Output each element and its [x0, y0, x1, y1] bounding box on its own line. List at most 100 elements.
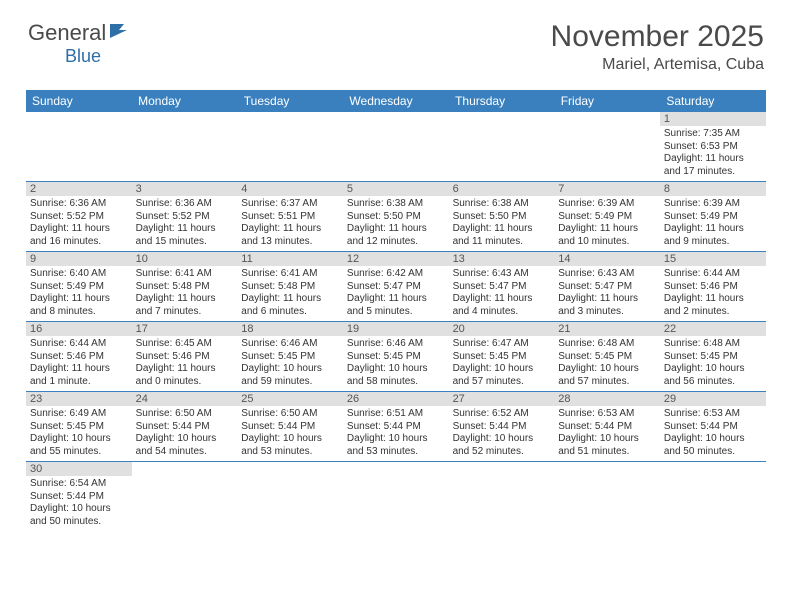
day-body: Sunrise: 6:39 AMSunset: 5:49 PMDaylight:…: [554, 196, 660, 251]
day-number: 3: [132, 182, 238, 196]
day-body: Sunrise: 6:43 AMSunset: 5:47 PMDaylight:…: [554, 266, 660, 321]
calendar-cell: 0: [554, 462, 660, 532]
calendar-cell: 5Sunrise: 6:38 AMSunset: 5:50 PMDaylight…: [343, 182, 449, 252]
day-number: 14: [554, 252, 660, 266]
calendar-cell: 0: [449, 112, 555, 182]
calendar-cell: 0: [449, 462, 555, 532]
day-body: Sunrise: 6:37 AMSunset: 5:51 PMDaylight:…: [237, 196, 343, 251]
day-number: 17: [132, 322, 238, 336]
day-body: Sunrise: 6:46 AMSunset: 5:45 PMDaylight:…: [343, 336, 449, 391]
calendar-cell: 9Sunrise: 6:40 AMSunset: 5:49 PMDaylight…: [26, 252, 132, 322]
weekday-header-row: SundayMondayTuesdayWednesdayThursdayFrid…: [26, 90, 766, 112]
day-number: 5: [343, 182, 449, 196]
logo-text-blue: Blue: [65, 46, 101, 66]
day-body: Sunrise: 6:45 AMSunset: 5:46 PMDaylight:…: [132, 336, 238, 391]
calendar-cell: 27Sunrise: 6:52 AMSunset: 5:44 PMDayligh…: [449, 392, 555, 462]
day-number: 10: [132, 252, 238, 266]
page-title: November 2025: [551, 20, 764, 54]
calendar-cell: 0: [343, 112, 449, 182]
weekday-header: Friday: [554, 90, 660, 112]
calendar-cell: 2Sunrise: 6:36 AMSunset: 5:52 PMDaylight…: [26, 182, 132, 252]
day-number: 11: [237, 252, 343, 266]
day-body: Sunrise: 6:44 AMSunset: 5:46 PMDaylight:…: [660, 266, 766, 321]
day-number: 28: [554, 392, 660, 406]
day-number: 25: [237, 392, 343, 406]
calendar-cell: 22Sunrise: 6:48 AMSunset: 5:45 PMDayligh…: [660, 322, 766, 392]
day-body: Sunrise: 6:51 AMSunset: 5:44 PMDaylight:…: [343, 406, 449, 461]
day-number: 12: [343, 252, 449, 266]
calendar-cell: 18Sunrise: 6:46 AMSunset: 5:45 PMDayligh…: [237, 322, 343, 392]
day-number: 2: [26, 182, 132, 196]
day-number: 15: [660, 252, 766, 266]
calendar-cell: 3Sunrise: 6:36 AMSunset: 5:52 PMDaylight…: [132, 182, 238, 252]
day-number: 9: [26, 252, 132, 266]
title-block: November 2025 Mariel, Artemisa, Cuba: [551, 20, 764, 74]
weekday-header: Saturday: [660, 90, 766, 112]
day-body: Sunrise: 6:40 AMSunset: 5:49 PMDaylight:…: [26, 266, 132, 321]
day-body: Sunrise: 6:41 AMSunset: 5:48 PMDaylight:…: [132, 266, 238, 321]
day-body: Sunrise: 6:50 AMSunset: 5:44 PMDaylight:…: [237, 406, 343, 461]
calendar-row: 0 0 0 0 0 0 1Sunrise: 7:35 AMSunset: 6:5…: [26, 112, 766, 182]
calendar-row: 30Sunrise: 6:54 AMSunset: 5:44 PMDayligh…: [26, 462, 766, 532]
day-body: Sunrise: 6:48 AMSunset: 5:45 PMDaylight:…: [554, 336, 660, 391]
calendar-cell: 30Sunrise: 6:54 AMSunset: 5:44 PMDayligh…: [26, 462, 132, 532]
day-number: 19: [343, 322, 449, 336]
calendar-cell: 0: [554, 112, 660, 182]
calendar-cell: 0: [660, 462, 766, 532]
calendar-cell: 17Sunrise: 6:45 AMSunset: 5:46 PMDayligh…: [132, 322, 238, 392]
day-body: Sunrise: 6:53 AMSunset: 5:44 PMDaylight:…: [554, 406, 660, 461]
day-number: 18: [237, 322, 343, 336]
calendar-cell: 23Sunrise: 6:49 AMSunset: 5:45 PMDayligh…: [26, 392, 132, 462]
calendar-cell: 14Sunrise: 6:43 AMSunset: 5:47 PMDayligh…: [554, 252, 660, 322]
day-body: Sunrise: 7:35 AMSunset: 6:53 PMDaylight:…: [660, 126, 766, 181]
calendar-cell: 29Sunrise: 6:53 AMSunset: 5:44 PMDayligh…: [660, 392, 766, 462]
calendar-cell: 26Sunrise: 6:51 AMSunset: 5:44 PMDayligh…: [343, 392, 449, 462]
logo: General Blue: [28, 20, 133, 46]
day-number: 26: [343, 392, 449, 406]
calendar-cell: 24Sunrise: 6:50 AMSunset: 5:44 PMDayligh…: [132, 392, 238, 462]
calendar-cell: 8Sunrise: 6:39 AMSunset: 5:49 PMDaylight…: [660, 182, 766, 252]
calendar-cell: 7Sunrise: 6:39 AMSunset: 5:49 PMDaylight…: [554, 182, 660, 252]
flag-icon: [109, 20, 133, 46]
day-number: 22: [660, 322, 766, 336]
day-body: Sunrise: 6:36 AMSunset: 5:52 PMDaylight:…: [132, 196, 238, 251]
day-number: 7: [554, 182, 660, 196]
day-body: Sunrise: 6:54 AMSunset: 5:44 PMDaylight:…: [26, 476, 132, 531]
calendar-row: 9Sunrise: 6:40 AMSunset: 5:49 PMDaylight…: [26, 252, 766, 322]
day-body: Sunrise: 6:38 AMSunset: 5:50 PMDaylight:…: [449, 196, 555, 251]
weekday-header: Monday: [132, 90, 238, 112]
header: General Blue November 2025 Mariel, Artem…: [0, 0, 792, 82]
calendar-cell: 0: [237, 112, 343, 182]
day-body: Sunrise: 6:41 AMSunset: 5:48 PMDaylight:…: [237, 266, 343, 321]
day-body: Sunrise: 6:48 AMSunset: 5:45 PMDaylight:…: [660, 336, 766, 391]
calendar-cell: 15Sunrise: 6:44 AMSunset: 5:46 PMDayligh…: [660, 252, 766, 322]
weekday-header: Thursday: [449, 90, 555, 112]
day-body: Sunrise: 6:49 AMSunset: 5:45 PMDaylight:…: [26, 406, 132, 461]
day-body: Sunrise: 6:42 AMSunset: 5:47 PMDaylight:…: [343, 266, 449, 321]
calendar-cell: 16Sunrise: 6:44 AMSunset: 5:46 PMDayligh…: [26, 322, 132, 392]
day-number: 4: [237, 182, 343, 196]
calendar-table: SundayMondayTuesdayWednesdayThursdayFrid…: [26, 90, 766, 531]
day-number: 30: [26, 462, 132, 476]
day-number: 8: [660, 182, 766, 196]
day-number: 13: [449, 252, 555, 266]
day-body: Sunrise: 6:43 AMSunset: 5:47 PMDaylight:…: [449, 266, 555, 321]
day-number: 20: [449, 322, 555, 336]
day-body: Sunrise: 6:44 AMSunset: 5:46 PMDaylight:…: [26, 336, 132, 391]
calendar-cell: 4Sunrise: 6:37 AMSunset: 5:51 PMDaylight…: [237, 182, 343, 252]
calendar-cell: 0: [237, 462, 343, 532]
calendar-cell: 19Sunrise: 6:46 AMSunset: 5:45 PMDayligh…: [343, 322, 449, 392]
calendar-cell: 20Sunrise: 6:47 AMSunset: 5:45 PMDayligh…: [449, 322, 555, 392]
weekday-header: Sunday: [26, 90, 132, 112]
weekday-header: Wednesday: [343, 90, 449, 112]
calendar-cell: 0: [132, 462, 238, 532]
day-number: 24: [132, 392, 238, 406]
day-body: Sunrise: 6:47 AMSunset: 5:45 PMDaylight:…: [449, 336, 555, 391]
calendar-cell: 11Sunrise: 6:41 AMSunset: 5:48 PMDayligh…: [237, 252, 343, 322]
location: Mariel, Artemisa, Cuba: [551, 56, 764, 74]
calendar-body: 0 0 0 0 0 0 1Sunrise: 7:35 AMSunset: 6:5…: [26, 112, 766, 531]
calendar-cell: 0: [343, 462, 449, 532]
day-number: 6: [449, 182, 555, 196]
calendar-cell: 21Sunrise: 6:48 AMSunset: 5:45 PMDayligh…: [554, 322, 660, 392]
calendar-cell: 10Sunrise: 6:41 AMSunset: 5:48 PMDayligh…: [132, 252, 238, 322]
